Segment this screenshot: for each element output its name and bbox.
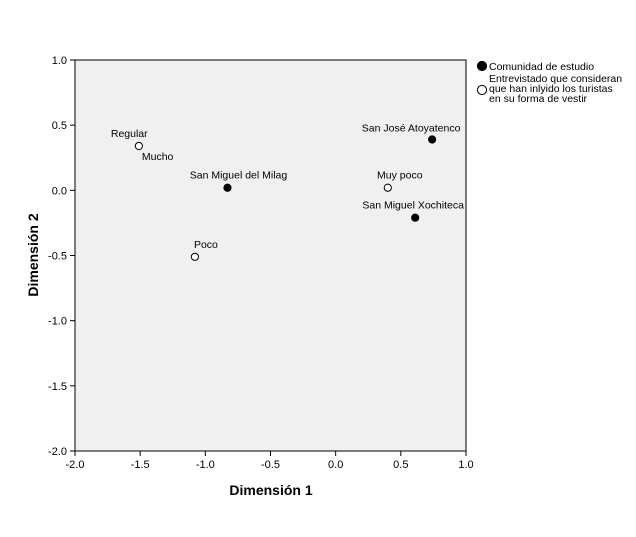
y-tick-label: -1.0 [48,316,67,328]
plot-background [74,59,467,452]
y-axis: 1.0 0.5 0.0 -0.5 -1.0 -1.5 -2.0 [48,55,75,458]
legend-marker-hollow [476,84,488,96]
x-tick-label: -1.0 [196,459,215,471]
legend-label-line: en su forma de vestir [489,93,588,105]
community-point [428,135,437,144]
y-tick-label: 0.0 [52,185,67,197]
point-label: San José Atoyatenco [362,123,461,135]
y-tick-label: -1.5 [48,381,67,393]
legend-marker-filled [476,60,488,72]
y-tick-label: -2.0 [48,446,67,458]
community-point [223,183,232,192]
point-label: San Miguel del Milag [190,170,288,182]
response-point [190,252,200,261]
point-label: San Miguel Xochiteca [362,200,464,212]
x-tick-label: -0.5 [261,459,280,471]
x-tick-label: 0.5 [393,459,408,471]
legend-label: Comunidad de estudio [489,61,594,73]
response-point [134,141,143,151]
data-points: San José Atoyatenco San Miguel del Milag S… [111,123,464,261]
x-axis-title: Dimensión 1 [229,482,312,498]
y-axis-title: Dimensión 2 [25,213,41,296]
y-tick-label: 1.0 [52,55,67,67]
community-point [411,213,420,222]
point-label: Poco [194,239,218,251]
x-tick-label: 0.0 [328,459,343,471]
x-tick-label: -1.5 [131,459,150,471]
point-label: Muy poco [377,170,423,182]
x-tick-label: 1.0 [458,459,473,471]
response-point [383,183,392,192]
legend-label-line: que han inlyido los turistas [489,83,613,95]
x-axis: -2.0 -1.5 -1.0 -0.5 0.0 0.5 1.0 [66,451,474,471]
x-tick-label: -2.0 [66,459,85,471]
y-tick-label: 0.5 [52,120,67,132]
point-label: Regular [111,128,148,140]
y-tick-label: -0.5 [48,251,67,263]
point-label: Mucho [142,151,174,163]
legend-label-line: Entrevistado que consideran [489,73,622,85]
